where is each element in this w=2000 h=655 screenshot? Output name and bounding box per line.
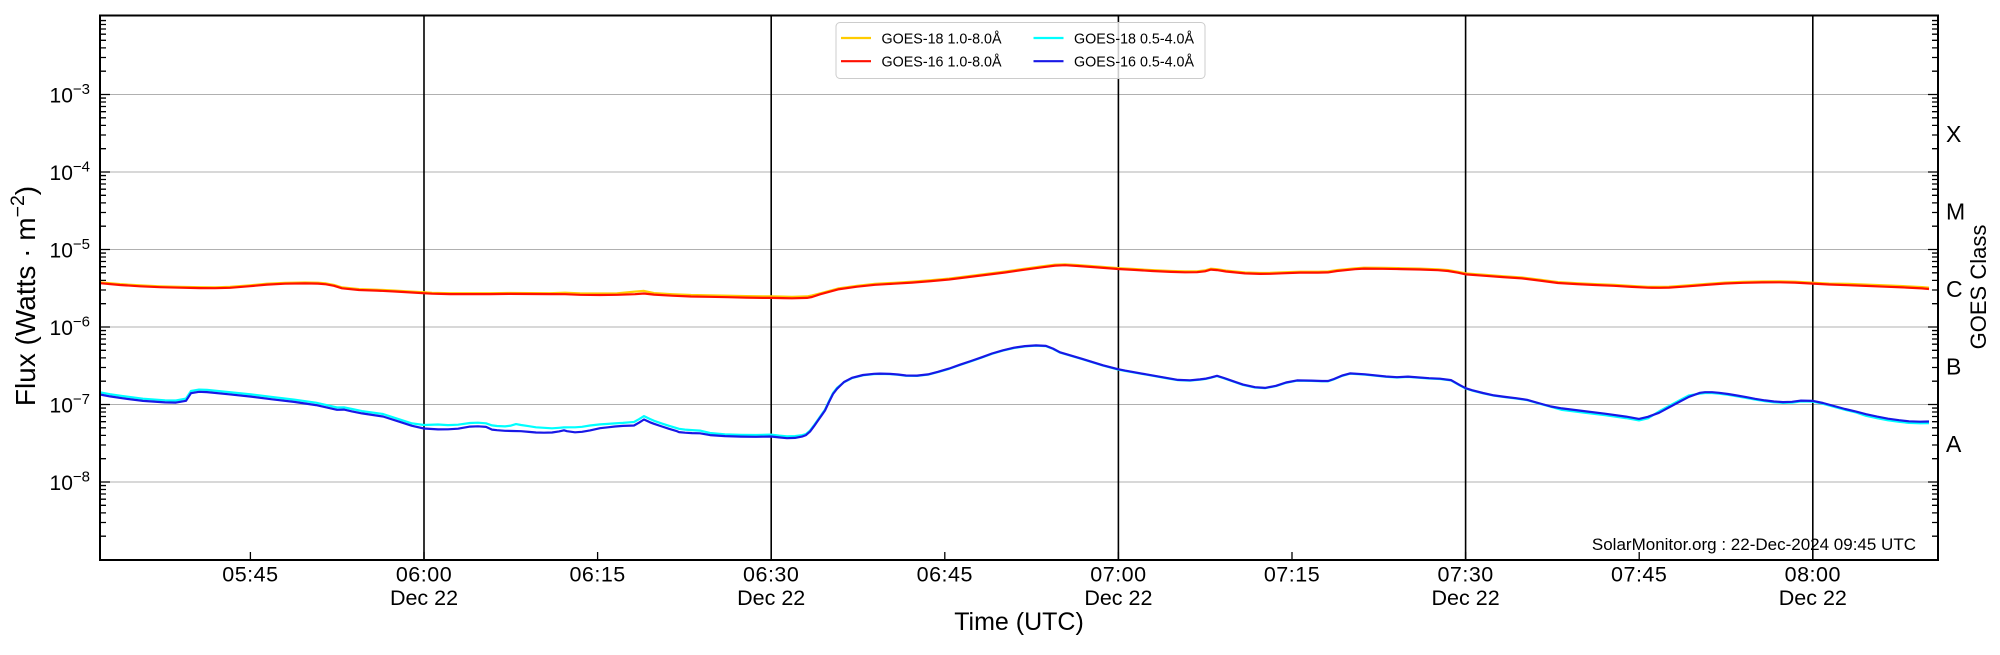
svg-text:Dec 22: Dec 22: [1432, 586, 1500, 610]
svg-text:07:30: 07:30: [1437, 563, 1493, 587]
svg-text:GOES Class: GOES Class: [1966, 225, 1991, 350]
svg-text:Time (UTC): Time (UTC): [954, 608, 1084, 636]
svg-text:GOES-18 1.0-8.0Å: GOES-18 1.0-8.0Å: [882, 30, 1002, 47]
svg-text:SolarMonitor.org : 22-Dec-2024: SolarMonitor.org : 22-Dec-2024 09:45 UTC: [1592, 535, 1916, 554]
svg-text:A: A: [1946, 431, 1962, 457]
svg-text:GOES-16 0.5-4.0Å: GOES-16 0.5-4.0Å: [1074, 54, 1194, 71]
svg-text:07:00: 07:00: [1090, 563, 1146, 587]
svg-text:06:45: 06:45: [917, 563, 973, 587]
svg-text:X: X: [1946, 121, 1961, 147]
svg-text:Flux (Watts · m−2): Flux (Watts · m−2): [7, 186, 41, 406]
svg-text:07:45: 07:45: [1611, 563, 1667, 587]
svg-text:GOES-18 0.5-4.0Å: GOES-18 0.5-4.0Å: [1074, 30, 1194, 47]
svg-text:Dec 22: Dec 22: [390, 586, 458, 610]
svg-text:05:45: 05:45: [222, 563, 278, 587]
svg-text:06:00: 06:00: [396, 563, 452, 587]
svg-text:07:15: 07:15: [1264, 563, 1320, 587]
svg-text:06:15: 06:15: [569, 563, 625, 587]
svg-text:B: B: [1946, 354, 1961, 380]
svg-text:Dec 22: Dec 22: [1084, 586, 1152, 610]
svg-text:C: C: [1946, 276, 1963, 302]
svg-text:GOES-16 1.0-8.0Å: GOES-16 1.0-8.0Å: [882, 54, 1002, 71]
svg-text:Dec 22: Dec 22: [1779, 586, 1847, 610]
svg-text:06:30: 06:30: [743, 563, 799, 587]
svg-text:08:00: 08:00: [1785, 563, 1841, 587]
svg-text:Dec 22: Dec 22: [737, 586, 805, 610]
svg-text:M: M: [1946, 199, 1965, 225]
svg-text:10−8: 10−8: [50, 469, 90, 496]
